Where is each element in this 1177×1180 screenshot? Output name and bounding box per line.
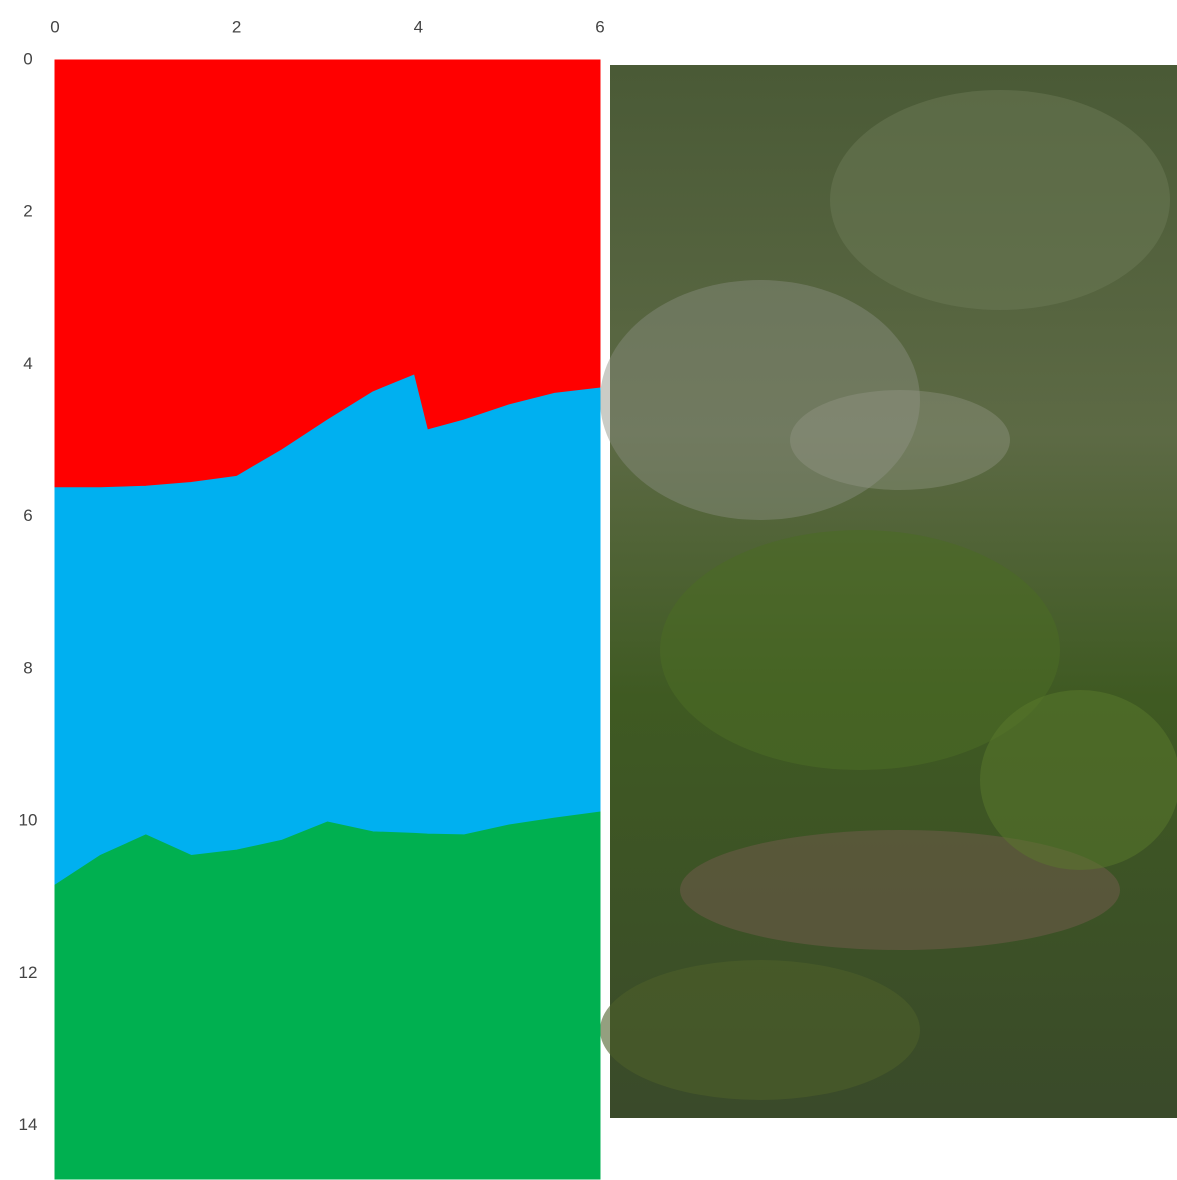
y-tick-label: 10 (19, 811, 38, 830)
y-tick-label: 6 (23, 506, 32, 525)
y-tick-label: 14 (19, 1115, 38, 1134)
shrub (980, 690, 1177, 870)
y-tick-label: 8 (23, 658, 32, 677)
bare-branches (790, 390, 1010, 490)
canopy (830, 90, 1170, 310)
y-tick-label: 12 (19, 963, 38, 982)
x-tick-label: 0 (50, 17, 59, 36)
x-tick-label: 2 (232, 17, 241, 36)
shrub (600, 960, 920, 1100)
y-tick-label: 0 (23, 49, 32, 68)
x-tick-label: 4 (414, 17, 423, 36)
photo (600, 65, 1177, 1118)
area (54, 811, 601, 1180)
y-tick-label: 4 (23, 354, 32, 373)
bare-branches (600, 280, 920, 520)
x-tick-label: 6 (595, 17, 604, 36)
canopy (660, 530, 1060, 770)
y-tick-label: 2 (23, 202, 32, 221)
ground (680, 830, 1120, 950)
